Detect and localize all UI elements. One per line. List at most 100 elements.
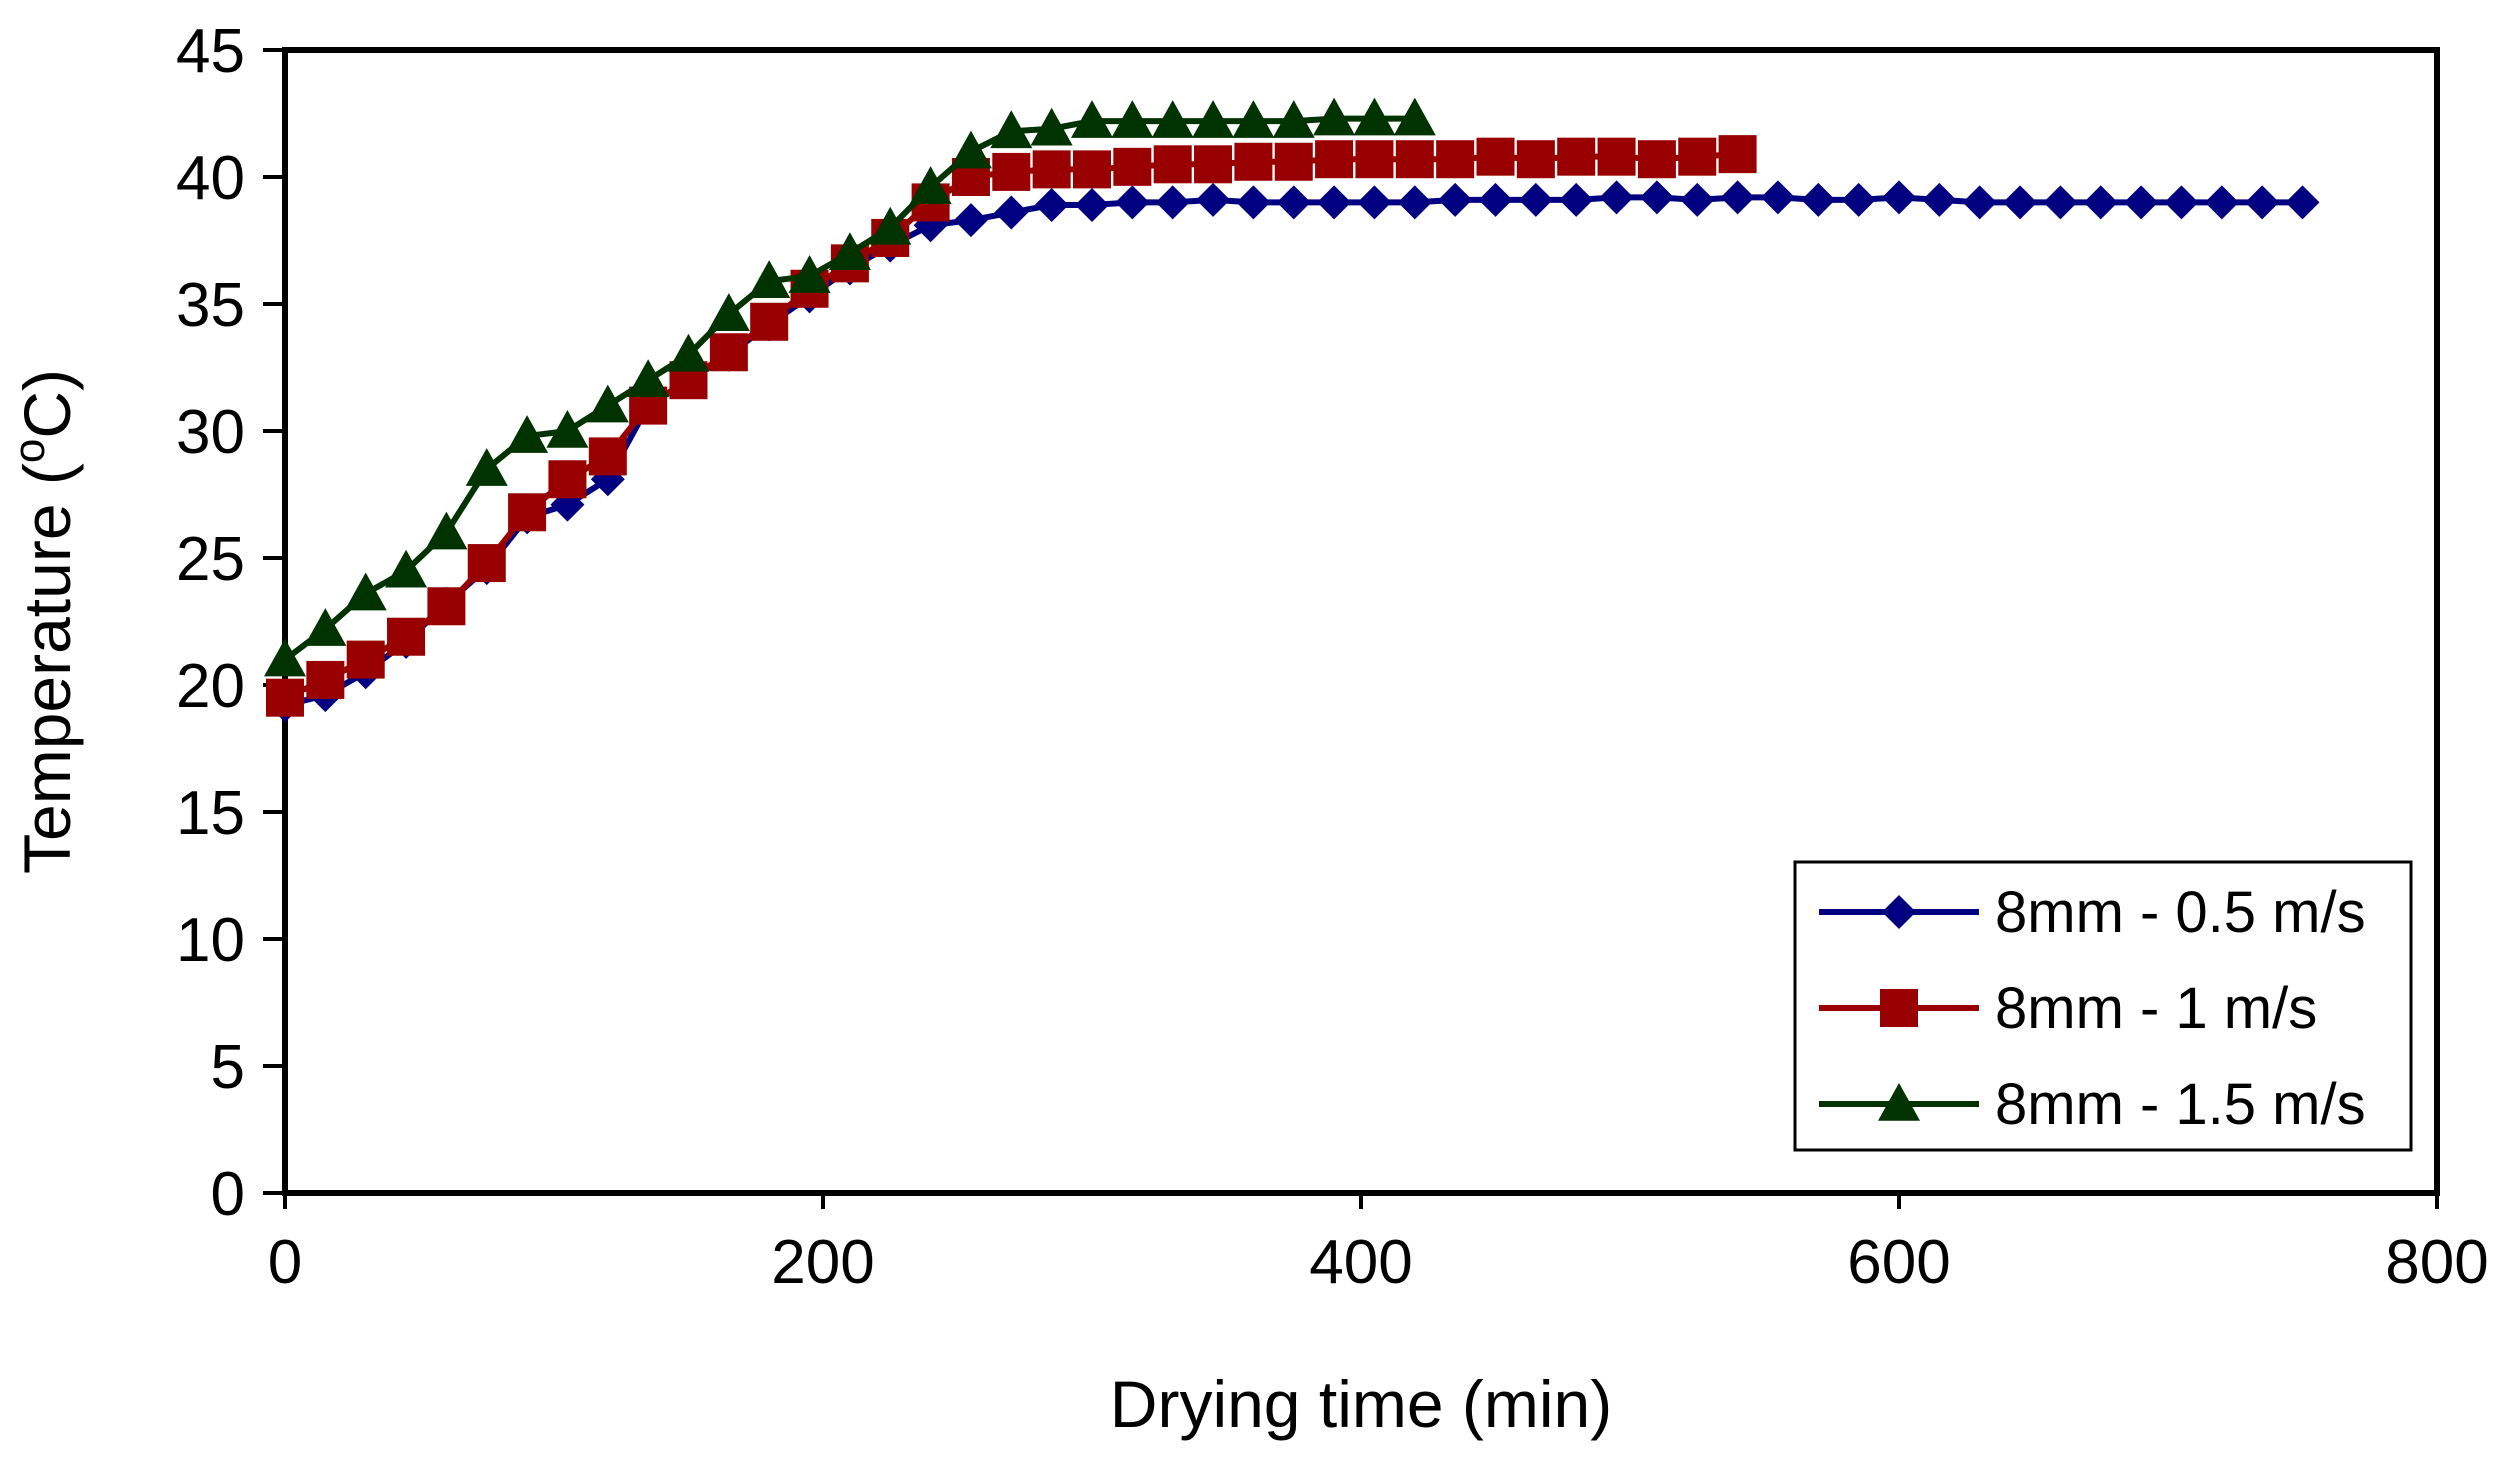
data-point: [1680, 182, 1715, 217]
data-point: [506, 415, 549, 453]
data-point: [1032, 150, 1071, 189]
data-point: [1272, 100, 1315, 138]
data-point: [1438, 182, 1473, 217]
data-point: [2285, 185, 2320, 220]
data-point: [385, 549, 428, 588]
data-point: [344, 572, 387, 611]
y-tick-label: 15: [176, 779, 245, 848]
data-point: [304, 608, 347, 646]
data-point: [1516, 140, 1555, 179]
data-point: [1962, 185, 1997, 220]
data-point: [2164, 185, 2199, 220]
y-tick-label: 25: [176, 525, 245, 594]
x-axis-title: Drying time (min): [1110, 1367, 1612, 1441]
data-point: [586, 384, 629, 423]
data-point: [1478, 182, 1513, 217]
legend-item: 8mm - 1.5 m/s: [1819, 1072, 2366, 1137]
data-point: [266, 678, 304, 717]
data-point: [1882, 180, 1916, 215]
data-point: [1637, 140, 1676, 179]
data-point: [953, 203, 988, 238]
data-point: [949, 130, 992, 169]
data-point: [1476, 137, 1515, 176]
data-point: [667, 333, 710, 372]
data-point: [425, 511, 468, 550]
data-point: [1155, 185, 1190, 220]
data-point: [1071, 100, 1113, 138]
data-point: [707, 293, 750, 331]
x-tick-label: 800: [2385, 1228, 2488, 1297]
data-point: [1597, 137, 1636, 176]
data-point: [1518, 182, 1553, 217]
data-point: [1115, 185, 1150, 220]
data-point: [1599, 180, 1634, 215]
data-point: [1236, 185, 1271, 220]
data-point: [748, 260, 791, 298]
data-point: [1720, 180, 1755, 215]
data-point: [2245, 185, 2280, 220]
data-point: [346, 640, 385, 679]
data-point: [1678, 137, 1717, 176]
data-point: [1760, 180, 1795, 215]
data-point: [909, 166, 952, 204]
data-point: [1718, 135, 1757, 174]
data-point: [2003, 185, 2038, 220]
data-point: [1397, 185, 1432, 220]
x-tick-label: 200: [771, 1228, 874, 1297]
data-point: [1315, 140, 1354, 179]
data-point: [2043, 185, 2078, 220]
data-point: [1436, 140, 1475, 179]
legend-swatch-marker: [1882, 895, 1916, 929]
legend-label: 8mm - 1.5 m/s: [1995, 1072, 2366, 1137]
legend-swatch-marker: [1878, 1083, 1920, 1121]
data-point: [1355, 140, 1394, 179]
legend-label: 8mm - 0.5 m/s: [1995, 880, 2366, 945]
data-point: [1111, 100, 1154, 138]
data-point: [1232, 100, 1275, 138]
data-point: [508, 493, 547, 532]
data-point: [427, 587, 466, 626]
x-tick-label: 0: [268, 1228, 302, 1297]
y-tick-label: 20: [176, 652, 245, 721]
data-point: [992, 152, 1031, 191]
x-tick-label: 600: [1847, 1228, 1950, 1297]
data-point: [1357, 185, 1392, 220]
data-point: [306, 660, 345, 699]
x-tick-label: 400: [1309, 1228, 1412, 1297]
data-point: [1192, 100, 1235, 138]
legend-item: 8mm - 0.5 m/s: [1819, 880, 2366, 945]
data-point: [1075, 187, 1109, 222]
y-tick-label: 45: [176, 17, 245, 86]
data-point: [1274, 142, 1313, 181]
series-3: [264, 97, 1436, 677]
data-point: [1559, 182, 1594, 217]
x-axis: 0 200 400 600 800: [268, 1193, 2489, 1297]
data-point: [387, 617, 426, 656]
data-point: [1194, 145, 1233, 184]
data-point: [467, 544, 506, 583]
data-point: [1313, 97, 1356, 136]
data-point: [709, 333, 748, 372]
data-point: [627, 359, 670, 397]
data-point: [548, 460, 587, 499]
data-point: [1034, 187, 1069, 222]
y-tick-label: 30: [176, 398, 245, 467]
legend-swatch-marker: [1880, 989, 1918, 1027]
data-point: [788, 255, 831, 293]
data-point: [1801, 182, 1836, 217]
legend-label: 8mm - 1 m/s: [1995, 976, 2317, 1041]
data-point: [1151, 100, 1194, 138]
data-point: [1234, 142, 1273, 181]
data-point: [750, 302, 789, 341]
data-point: [1841, 182, 1876, 217]
series-2: [266, 135, 1757, 717]
y-tick-label: 5: [211, 1033, 245, 1102]
data-point: [465, 448, 508, 486]
y-tick-label: 40: [176, 144, 245, 213]
data-point: [1557, 137, 1596, 176]
data-point: [588, 437, 627, 476]
data-point: [1153, 145, 1192, 184]
data-point: [1922, 182, 1957, 217]
